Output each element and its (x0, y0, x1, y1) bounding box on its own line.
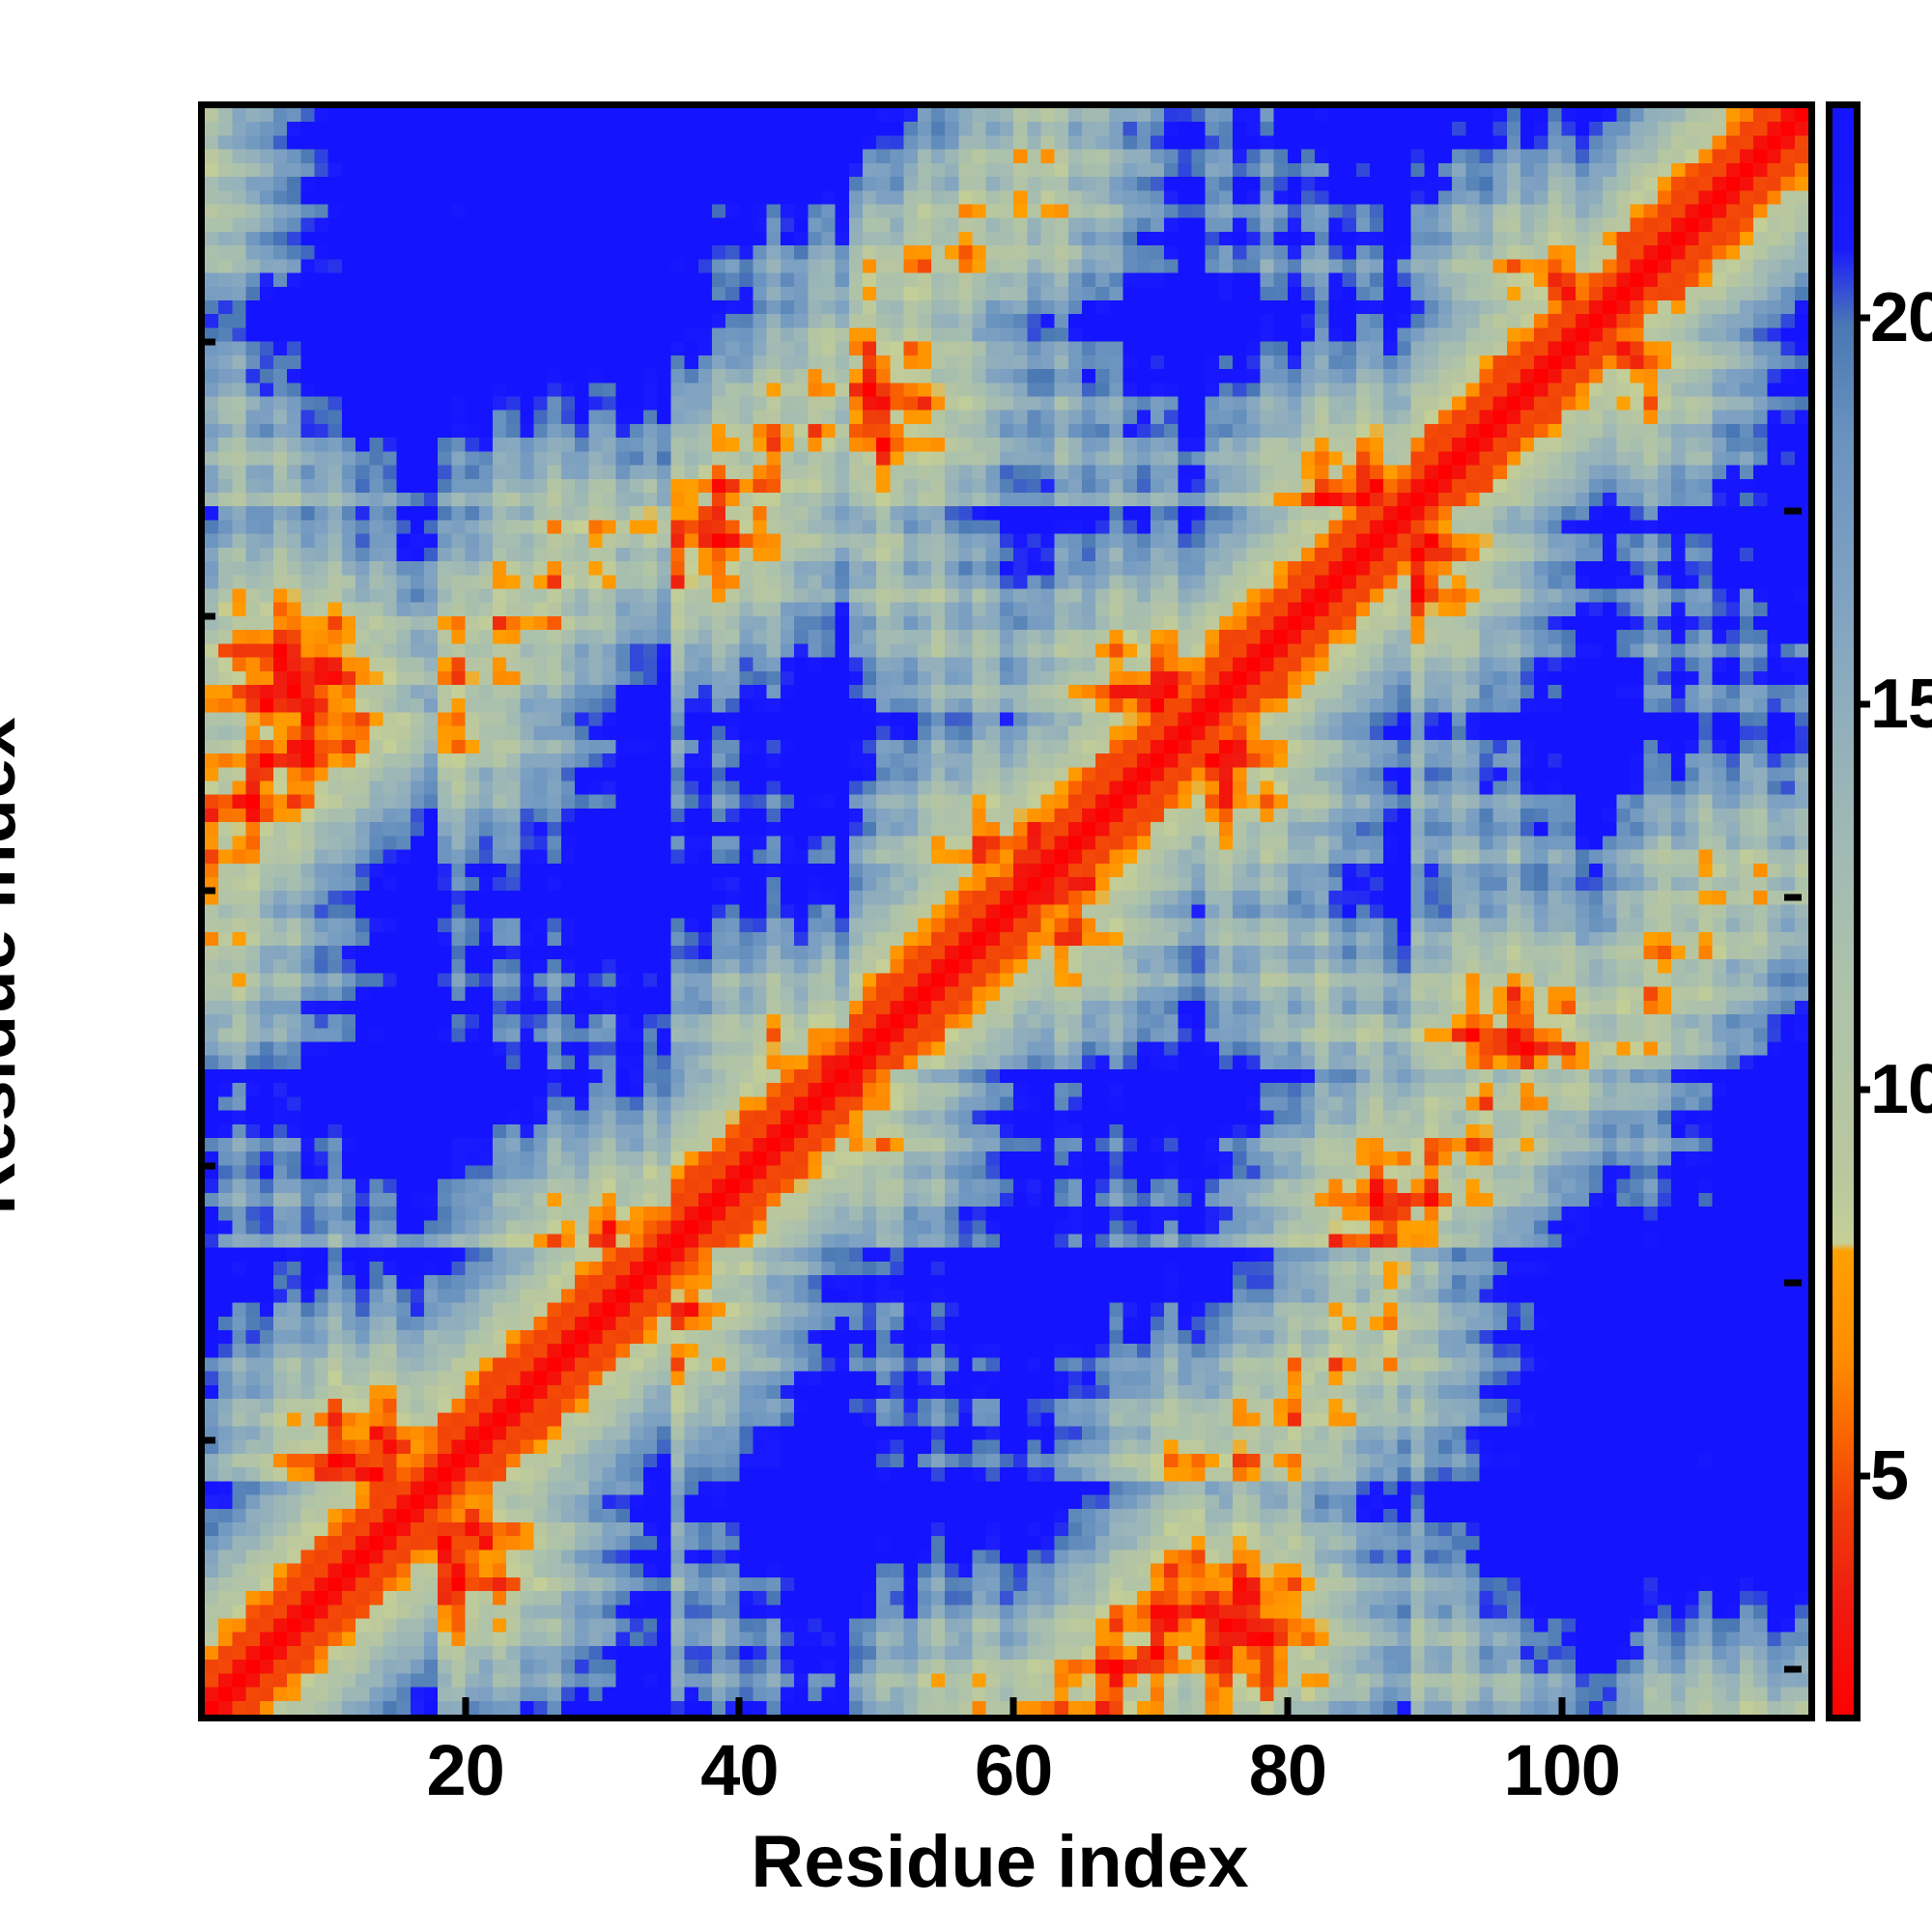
colorbar-tick-label-5: 5 (1870, 1437, 1909, 1516)
y-tick-mark-60 (198, 887, 215, 895)
x-tick-label-80: 80 (1248, 1730, 1327, 1810)
colorbar-minor-tick-7.5 (1784, 1279, 1802, 1287)
heatmap-canvas (205, 108, 1808, 1715)
x-tick-label-40: 40 (700, 1730, 779, 1810)
x-tick-mark-100 (1558, 1697, 1566, 1715)
colorbar (1826, 101, 1861, 1721)
colorbar-tick-mark-10 (1854, 1086, 1870, 1094)
x-tick-label-60: 60 (975, 1730, 1053, 1810)
y-tick-mark-40 (198, 1162, 215, 1170)
colorbar-tick-label-20: 20 (1870, 278, 1932, 356)
y-tick-mark-20 (198, 1436, 215, 1444)
colorbar-tick-label-15: 15 (1870, 665, 1932, 743)
x-axis-label: Residue index (751, 1821, 1249, 1903)
colorbar-tick-label-10: 10 (1870, 1051, 1932, 1129)
y-axis-label: Residue index (0, 717, 32, 1215)
colorbar-gradient (1833, 108, 1854, 1715)
colorbar-minor-tick-17.5 (1784, 507, 1802, 515)
x-tick-mark-20 (462, 1697, 469, 1715)
colorbar-minor-tick-12.5 (1784, 894, 1802, 900)
colorbar-minor-tick-2.5 (1784, 1665, 1802, 1673)
y-tick-mark-80 (198, 612, 215, 620)
x-tick-mark-60 (1009, 1697, 1017, 1715)
heatmap-plot-area (198, 101, 1815, 1721)
colorbar-tick-mark-15 (1854, 700, 1870, 708)
x-tick-label-100: 100 (1503, 1730, 1620, 1810)
y-tick-mark-100 (198, 338, 215, 346)
colorbar-tick-mark-5 (1854, 1472, 1870, 1480)
colorbar-tick-mark-20 (1854, 314, 1870, 322)
x-tick-label-20: 20 (426, 1730, 505, 1810)
x-tick-mark-40 (735, 1697, 743, 1715)
x-tick-mark-80 (1284, 1697, 1292, 1715)
